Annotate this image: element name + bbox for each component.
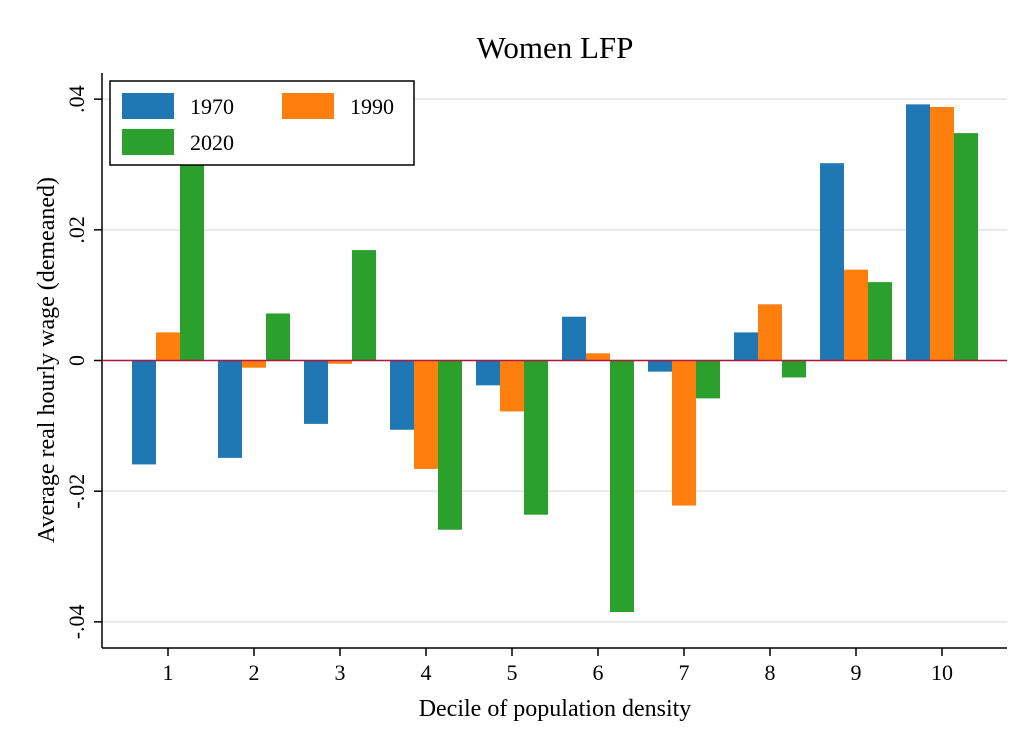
bar — [390, 360, 414, 430]
bar — [500, 360, 524, 412]
legend-swatch — [282, 93, 334, 119]
bar — [930, 106, 954, 361]
bar — [180, 157, 204, 361]
bar — [266, 313, 290, 361]
x-tick-label: 10 — [931, 660, 953, 685]
bar — [610, 360, 634, 613]
bar — [242, 360, 266, 368]
bar — [438, 360, 462, 530]
bar — [352, 250, 376, 361]
bar — [782, 360, 806, 378]
bar — [868, 282, 892, 361]
x-tick-label: 1 — [163, 660, 174, 685]
bar — [820, 163, 844, 361]
x-tick-label: 9 — [851, 660, 862, 685]
bar — [672, 360, 696, 506]
legend-label: 2020 — [190, 130, 234, 155]
chart-title: Women LFP — [477, 30, 634, 65]
bar — [414, 360, 438, 469]
bar — [586, 353, 610, 361]
y-tick-label: 0 — [64, 355, 89, 366]
bar — [156, 332, 180, 361]
x-tick-label: 6 — [593, 660, 604, 685]
y-tick-label: .04 — [64, 85, 89, 113]
y-axis-title: Average real hourly wage (demeaned) — [34, 177, 60, 543]
bar — [906, 104, 930, 361]
bar — [476, 360, 500, 386]
bar — [524, 360, 548, 515]
bar — [734, 332, 758, 361]
bar — [218, 360, 242, 458]
x-tick-label: 3 — [335, 660, 346, 685]
legend-swatch — [122, 93, 174, 119]
y-tick-label: -.02 — [64, 474, 89, 509]
x-axis-title: Decile of population density — [419, 696, 692, 722]
x-tick-label: 5 — [507, 660, 518, 685]
bar — [758, 304, 782, 361]
y-tick-label: .02 — [64, 216, 89, 244]
x-tick-label: 7 — [679, 660, 690, 685]
bar — [954, 133, 978, 361]
legend-label: 1990 — [350, 94, 394, 119]
bar — [648, 360, 672, 372]
legend: 1970 1990 2020 — [109, 80, 415, 166]
bar — [132, 360, 156, 465]
bars — [132, 104, 978, 613]
bar — [328, 360, 352, 364]
y-tick-label: -.04 — [64, 604, 89, 639]
x-tick-label: 4 — [421, 660, 432, 685]
bar — [844, 269, 868, 361]
bar — [304, 360, 328, 424]
bar — [696, 360, 720, 399]
bar — [562, 316, 586, 361]
legend-swatch — [122, 129, 174, 155]
x-tick-label: 8 — [765, 660, 776, 685]
x-tick-label: 2 — [249, 660, 260, 685]
legend-label: 1970 — [190, 94, 234, 119]
